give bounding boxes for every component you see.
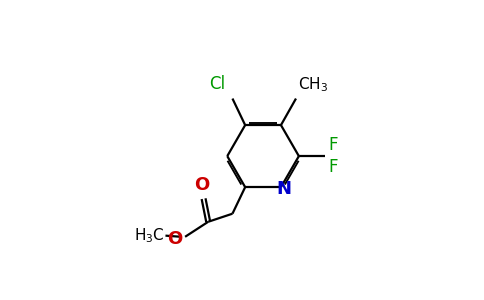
- Text: F: F: [328, 136, 338, 154]
- Text: Cl: Cl: [210, 75, 226, 93]
- Text: H$_3$C: H$_3$C: [134, 226, 164, 244]
- Text: O: O: [194, 176, 210, 194]
- Text: N: N: [276, 180, 291, 198]
- Text: F: F: [328, 158, 338, 176]
- Text: CH$_3$: CH$_3$: [298, 76, 328, 94]
- Text: O: O: [167, 230, 182, 247]
